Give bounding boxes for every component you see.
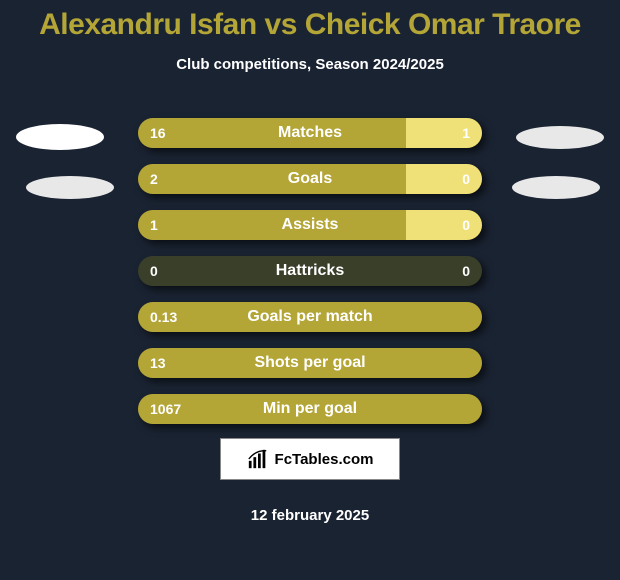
stat-bars: 161Matches 20Goals 10Assists 00Hattricks 0.1… bbox=[138, 118, 482, 440]
player2-badge-placeholder-2 bbox=[512, 176, 600, 199]
stat-row: 20Goals bbox=[138, 164, 482, 194]
bars-logo-icon bbox=[247, 448, 269, 470]
player2-name: Cheick Omar Traore bbox=[305, 8, 581, 41]
comparison-title: Alexandru Isfan vs Cheick Omar Traore bbox=[0, 0, 620, 42]
stat-label: Assists bbox=[138, 210, 482, 240]
stat-label: Matches bbox=[138, 118, 482, 148]
stat-row: 1067Min per goal bbox=[138, 394, 482, 424]
stat-label: Hattricks bbox=[138, 256, 482, 286]
source-logo-text: FcTables.com bbox=[275, 451, 374, 468]
season-subtitle: Club competitions, Season 2024/2025 bbox=[0, 56, 620, 73]
stat-label: Goals bbox=[138, 164, 482, 194]
player2-badge-placeholder-1 bbox=[516, 126, 604, 149]
stat-row: 161Matches bbox=[138, 118, 482, 148]
stat-row: 0.13Goals per match bbox=[138, 302, 482, 332]
vs-separator: vs bbox=[265, 8, 297, 41]
stat-label: Goals per match bbox=[138, 302, 482, 332]
stat-row: 00Hattricks bbox=[138, 256, 482, 286]
stat-label: Min per goal bbox=[138, 394, 482, 424]
infographic-container: Alexandru Isfan vs Cheick Omar Traore Cl… bbox=[0, 0, 620, 580]
player1-badge-placeholder-2 bbox=[26, 176, 114, 199]
player1-name: Alexandru Isfan bbox=[39, 8, 257, 41]
source-logo-box: FcTables.com bbox=[220, 438, 400, 480]
stat-row: 10Assists bbox=[138, 210, 482, 240]
stat-label: Shots per goal bbox=[138, 348, 482, 378]
stat-row: 13Shots per goal bbox=[138, 348, 482, 378]
player1-badge-placeholder-1 bbox=[16, 124, 104, 150]
snapshot-date: 12 february 2025 bbox=[0, 507, 620, 524]
